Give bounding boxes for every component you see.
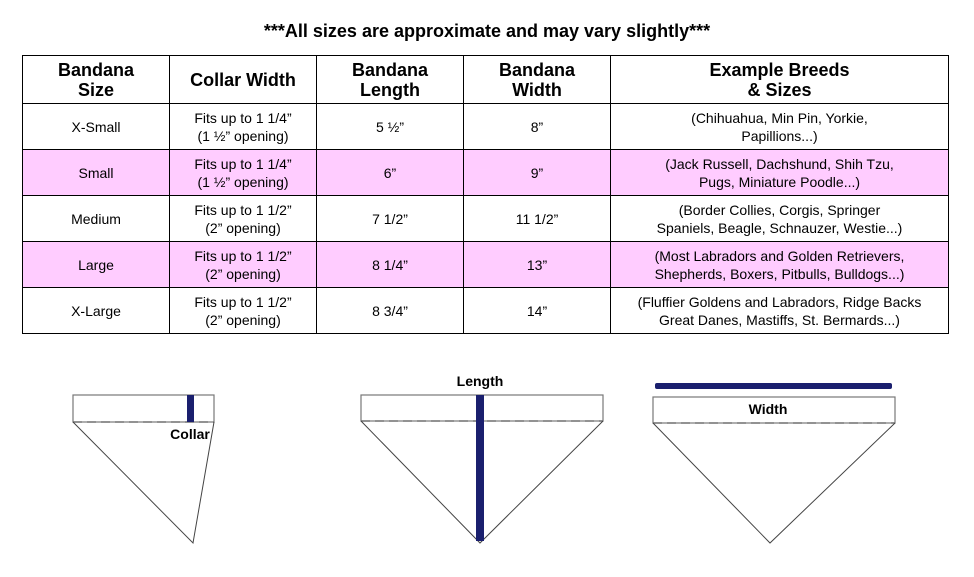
cell-text: 8 1/4” — [372, 256, 408, 273]
width-measure-bar — [655, 383, 892, 389]
disclaimer-title: ***All sizes are approximate and may var… — [263, 21, 711, 41]
cell-breeds: (Fluffier Goldens and Labradors, Ridge B… — [610, 287, 949, 334]
cell-text: Fits up to 1 1/4” — [194, 155, 292, 172]
header-size: Bandana Size — [22, 55, 170, 104]
cell-length: 8 1/4” — [316, 241, 464, 288]
cell-text: 8” — [530, 118, 544, 135]
header-text: Example Breeds — [709, 59, 850, 80]
cell-text: (1 ½” opening) — [197, 127, 289, 144]
header-text: Length — [360, 79, 420, 100]
cell-text: (Most Labradors and Golden Retrievers, — [654, 247, 905, 264]
cell-collar: Fits up to 1 1/2” (2” opening) — [169, 241, 317, 288]
cell-text: (Fluffier Goldens and Labradors, Ridge B… — [637, 293, 922, 310]
size-chart-table: Bandana Size Collar Width Bandana Length B… — [22, 55, 949, 334]
width-diagram: Width — [652, 383, 896, 544]
cell-text: 6” — [383, 164, 397, 181]
header-text: Width — [512, 79, 562, 100]
cell-text: Small — [78, 164, 114, 181]
header-text: Size — [77, 79, 115, 100]
length-measure-bar — [476, 395, 484, 541]
length-diagram: Length — [360, 373, 604, 544]
collar-label: Collar — [170, 426, 210, 442]
cell-text: Shepherds, Boxers, Pitbulls, Bulldogs...… — [654, 265, 905, 282]
cell-size: X-Large — [22, 287, 170, 334]
cell-length: 8 3/4” — [316, 287, 464, 334]
cell-size: Medium — [22, 195, 170, 242]
cell-text: X-Large — [71, 302, 121, 319]
cell-text: Great Danes, Mastiffs, St. Bermards...) — [659, 311, 900, 328]
cell-breeds: (Jack Russell, Dachshund, Shih Tzu, Pugs,… — [610, 149, 949, 196]
cell-text: (2” opening) — [205, 265, 281, 282]
table-row: Small Fits up to 1 1/4” (1 ½” opening) 6” 9”… — [22, 149, 949, 196]
table-row: Medium Fits up to 1 1/2” (2” opening) 7 1/2… — [22, 195, 949, 242]
cell-breeds: (Most Labradors and Golden Retrievers, Sh… — [610, 241, 949, 288]
cell-text: 5 ½” — [375, 118, 404, 135]
cell-text: (Jack Russell, Dachshund, Shih Tzu, — [665, 155, 894, 172]
width-label: Width — [749, 401, 788, 417]
cell-text: Fits up to 1 1/2” — [194, 247, 292, 264]
collar-diagram: Collar — [72, 394, 215, 545]
header-text: Bandana — [57, 59, 135, 80]
header-row: Bandana Size Collar Width Bandana Length B… — [22, 55, 949, 104]
cell-text: (2” opening) — [205, 311, 281, 328]
cell-text: Fits up to 1 1/2” — [194, 293, 292, 310]
cell-text: Fits up to 1 1/4” — [194, 109, 292, 126]
table-row: X-Large Fits up to 1 1/2” (2” opening) 8 3/… — [22, 287, 949, 334]
cell-text: Papillions...) — [741, 127, 818, 144]
cell-text: 13” — [526, 256, 548, 273]
cell-text: (Chihuahua, Min Pin, Yorkie, — [691, 109, 868, 126]
cell-width: 8” — [463, 103, 611, 150]
cell-size: Large — [22, 241, 170, 288]
cell-length: 5 ½” — [316, 103, 464, 150]
cell-text: 8 3/4” — [372, 302, 408, 319]
cell-text: 14” — [526, 302, 548, 319]
header-text: Bandana — [498, 59, 576, 80]
cell-text: Spaniels, Beagle, Schnauzer, Westie...) — [656, 219, 903, 236]
cell-collar: Fits up to 1 1/4” (1 ½” opening) — [169, 149, 317, 196]
table-row: X-Small Fits up to 1 1/4” (1 ½” opening) 5 … — [22, 103, 949, 150]
cell-width: 9” — [463, 149, 611, 196]
cell-text: 9” — [530, 164, 544, 181]
cell-text: (2” opening) — [205, 219, 281, 236]
collar-measure-bar — [187, 395, 194, 422]
header-text: Bandana — [351, 59, 429, 80]
header-length: Bandana Length — [316, 55, 464, 104]
header-text: Collar Width — [190, 69, 296, 90]
cell-text: (Border Collies, Corgis, Springer — [678, 201, 881, 218]
cell-text: Medium — [71, 210, 121, 227]
cell-collar: Fits up to 1 1/2” (2” opening) — [169, 287, 317, 334]
cell-text: Pugs, Miniature Poodle...) — [698, 173, 861, 190]
length-label: Length — [457, 373, 504, 389]
cell-text: Large — [78, 256, 114, 273]
cell-text: (1 ½” opening) — [197, 173, 289, 190]
header-width: Bandana Width — [463, 55, 611, 104]
cell-text: 11 1/2” — [515, 210, 559, 227]
cell-text: X-Small — [71, 118, 121, 135]
cell-breeds: (Border Collies, Corgis, Springer Spaniel… — [610, 195, 949, 242]
cell-collar: Fits up to 1 1/2” (2” opening) — [169, 195, 317, 242]
cell-width: 14” — [463, 287, 611, 334]
table-row: Large Fits up to 1 1/2” (2” opening) 8 1/4”… — [22, 241, 949, 288]
header-text: & Sizes — [747, 79, 812, 100]
cell-text: Fits up to 1 1/2” — [194, 201, 292, 218]
cell-size: Small — [22, 149, 170, 196]
header-breeds: Example Breeds & Sizes — [610, 55, 949, 104]
cell-text: 7 1/2” — [372, 210, 408, 227]
